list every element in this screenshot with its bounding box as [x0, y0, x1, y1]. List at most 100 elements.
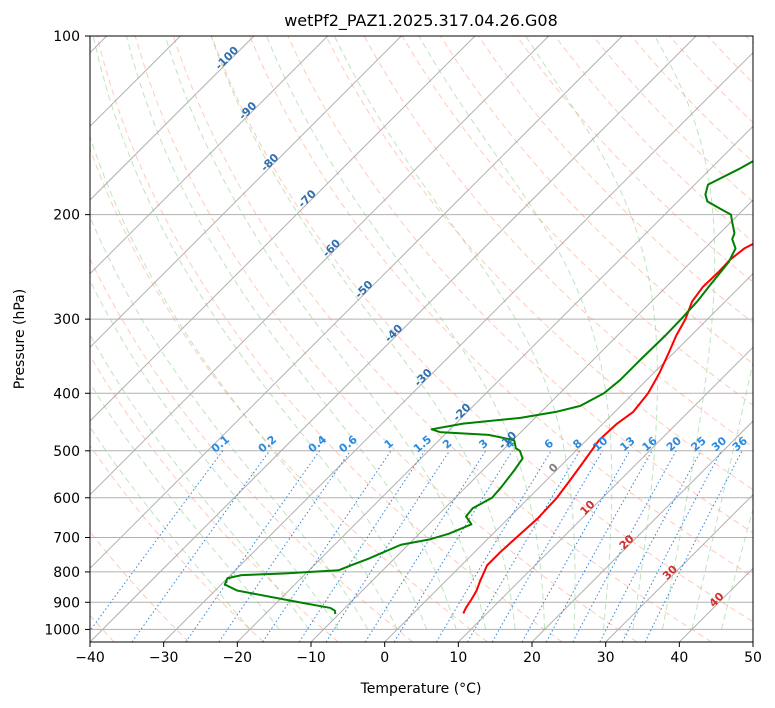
dry-adiabat-line: [249, 36, 753, 578]
x-tick-label: 30: [597, 650, 615, 666]
x-tick-label: 0: [380, 650, 389, 666]
x-tick-label: 40: [670, 650, 688, 666]
dry-adiabat-line: [325, 36, 753, 491]
moist-adiabat-line: [691, 359, 753, 630]
dry-adiabat-line: [90, 444, 264, 642]
dewpoint-profile-line: [223, 160, 753, 615]
mixing-ratio-line: [185, 450, 320, 642]
dry-adiabat-line: [516, 36, 753, 283]
isotherm-label: -20: [450, 401, 473, 424]
isotherm-line: [90, 36, 550, 496]
isotherm-label: 10: [578, 498, 598, 518]
y-tick-label: 700: [53, 531, 80, 547]
mixing-ratio-line: [599, 450, 702, 642]
y-tick-label: 900: [53, 595, 80, 611]
mixing-ratio-line: [218, 450, 351, 642]
isotherm-line: [310, 199, 753, 642]
x-axis-label: Temperature (°C): [360, 681, 482, 697]
isotherm-line: [457, 346, 753, 642]
mixing-ratio-label: 0.4: [306, 433, 330, 456]
mixing-ratio-line: [298, 450, 426, 642]
moist-adiabat-line: [92, 36, 428, 630]
isotherm-label: -30: [412, 366, 435, 389]
isotherm-line: [384, 272, 753, 642]
dry-adiabat-line: [90, 147, 488, 642]
moist-adiabat-line: [90, 382, 280, 630]
x-tick-label: 10: [449, 650, 467, 666]
moist-adiabat-line: [90, 426, 251, 630]
dry-adiabat-line: [96, 36, 563, 642]
dry-adiabat-line: [440, 36, 753, 365]
y-axis-label: Pressure (hPa): [12, 289, 28, 389]
isotherm-label: -50: [352, 278, 375, 301]
isotherm-line: [90, 36, 697, 642]
isotherm-label: 40: [707, 590, 727, 610]
x-tick-label: −10: [296, 650, 326, 666]
y-tick-label: 1000: [44, 622, 80, 638]
mixing-ratio-line: [325, 450, 450, 642]
mixing-ratio-label: 0.6: [337, 433, 361, 456]
dry-adiabat-line: [90, 354, 339, 642]
mixing-ratio-label: 8: [570, 437, 584, 452]
chart-title: wetPf2_PAZ1.2025.317.04.26.G08: [284, 11, 558, 31]
isotherm-label: 30: [660, 562, 680, 582]
dry-adiabat-line: [90, 257, 414, 642]
moist-adiabat-line: [266, 36, 546, 630]
moist-adiabat-line: [525, 36, 658, 630]
moist-adiabat-line: [90, 135, 398, 630]
x-tick-label: 50: [744, 650, 762, 666]
y-tick-label: 500: [53, 444, 80, 460]
mixing-ratio-line: [435, 450, 552, 642]
isotherm-line: [531, 420, 753, 642]
mixing-ratio-line: [262, 450, 392, 642]
mixing-ratio-label: 1.5: [411, 433, 434, 455]
x-axis: −40 −30 −20 −10 0 10 20 30 40 50: [75, 642, 762, 666]
mixing-ratio-label: 6: [542, 436, 556, 451]
y-tick-label: 100: [53, 29, 80, 45]
isotherm-line: [605, 493, 753, 642]
dry-adiabat-line: [90, 530, 190, 642]
isotherm-line: [90, 36, 255, 201]
dry-adiabat-line: [669, 36, 753, 124]
isotherm-label: -100: [213, 44, 242, 73]
plot-frame: [89, 35, 754, 643]
isotherm-line: [678, 567, 753, 642]
x-tick-label: −30: [149, 650, 179, 666]
dry-adiabat-line: [745, 36, 753, 45]
mixing-ratio-label: 0.1: [209, 433, 232, 455]
mixing-ratio-line: [364, 450, 487, 642]
moist-adiabat-line: [90, 215, 369, 630]
moist-adiabat-line: [90, 334, 310, 630]
moist-adiabat-line: [90, 279, 339, 630]
y-tick-label: 300: [53, 312, 80, 328]
mixing-ratio-line: [131, 450, 271, 642]
isotherm-line: [236, 125, 753, 642]
moist-adiabat-line: [418, 36, 613, 630]
isotherm-line: [752, 641, 753, 642]
mixing-ratio-label: 2: [440, 437, 454, 452]
isotherm-line: [163, 51, 753, 642]
y-tick-label: 400: [53, 386, 80, 402]
isotherm-label: -40: [382, 321, 405, 344]
mixing-ratio-line: [644, 450, 743, 642]
x-tick-label: −20: [223, 650, 253, 666]
x-tick-label: 20: [523, 650, 541, 666]
isotherm-line: [90, 36, 623, 570]
y-tick-label: 200: [53, 208, 80, 224]
dry-adiabat-line: [172, 36, 712, 642]
mixing-ratio-line: [521, 450, 631, 642]
isotherm-line: [90, 36, 329, 275]
isotherm-label: -70: [296, 187, 319, 210]
moist-adiabat-line: [126, 36, 457, 630]
moist-adiabat-line: [210, 36, 516, 630]
isotherm-label: -80: [258, 151, 281, 174]
mixing-ratio-label: 3: [476, 437, 490, 452]
moist-adiabat-line: [164, 36, 487, 630]
mixing-ratio-line: [90, 450, 224, 632]
dry-adiabat-line: [211, 36, 753, 623]
moist-adiabat-line: [333, 36, 576, 630]
moist-adiabat-line: [654, 36, 716, 630]
mixing-ratio-line: [545, 450, 653, 642]
x-tick-label: −40: [75, 650, 105, 666]
